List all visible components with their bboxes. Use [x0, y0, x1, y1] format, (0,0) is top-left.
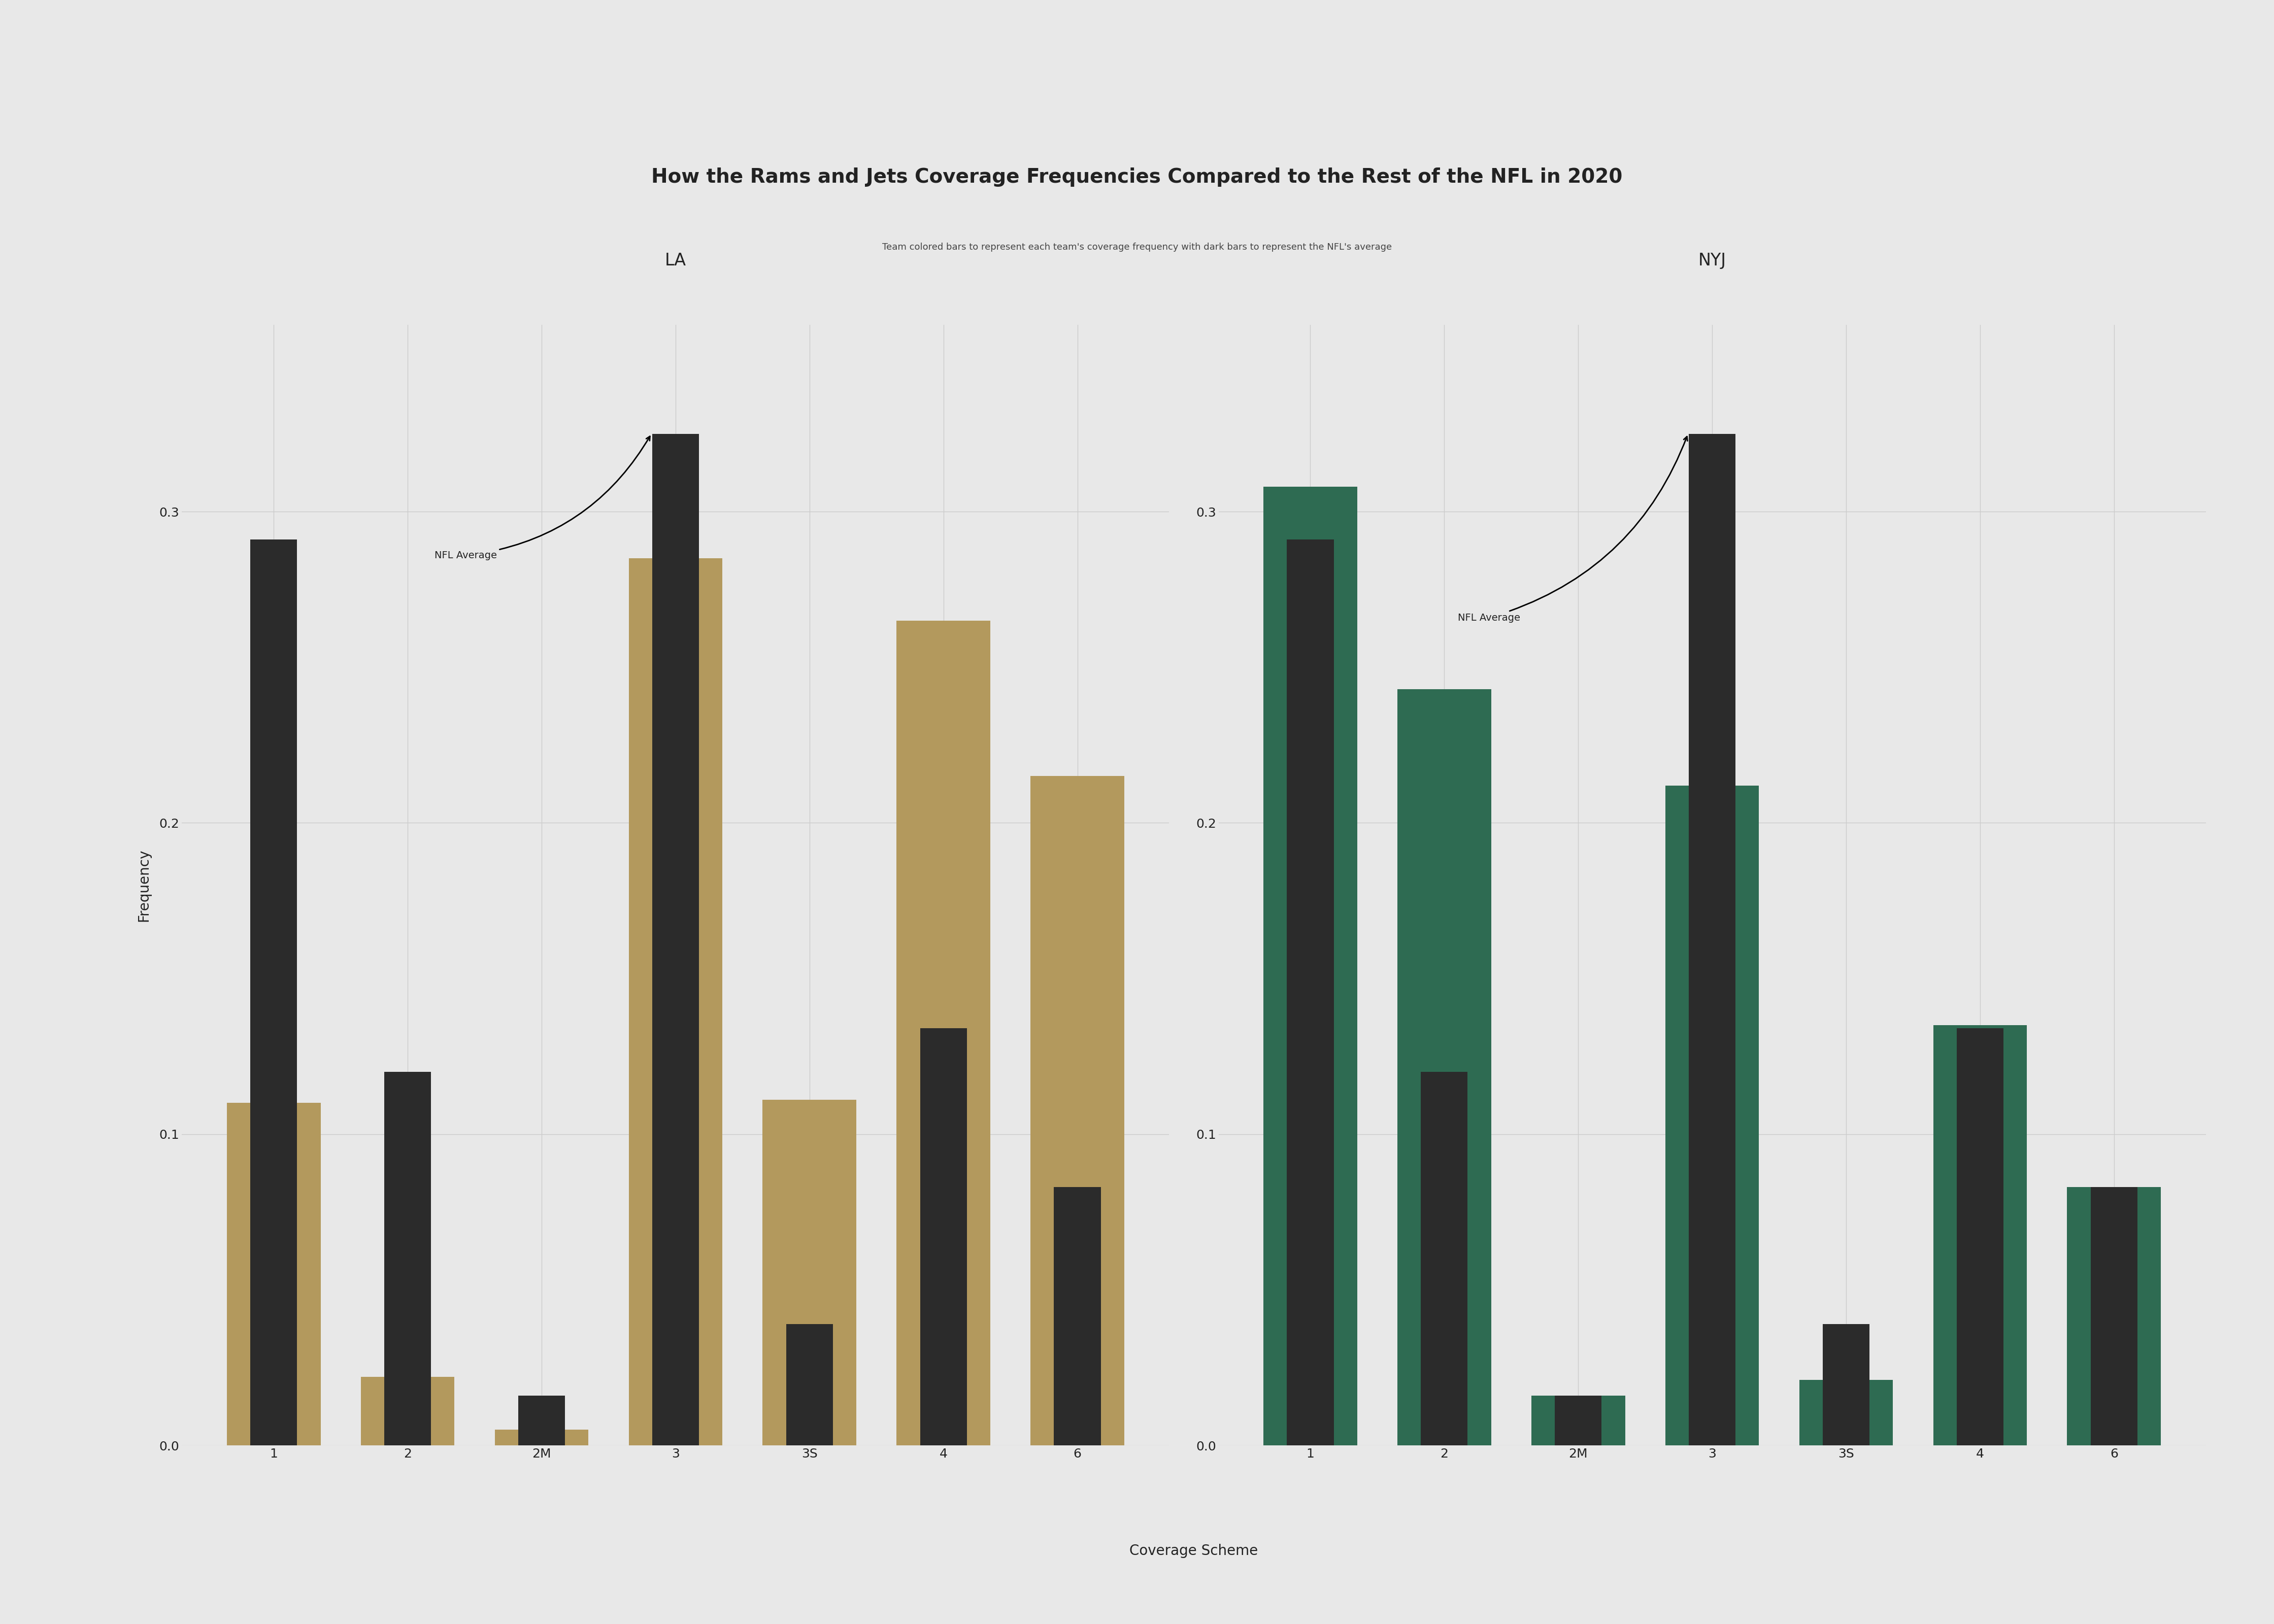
Text: How the Rams and Jets Coverage Frequencies Compared to the Rest of the NFL in 20: How the Rams and Jets Coverage Frequenci… — [650, 167, 1624, 187]
Bar — [2067, 1187, 2160, 1445]
Bar — [896, 620, 991, 1445]
Bar — [1030, 776, 1123, 1445]
Bar — [2090, 1187, 2138, 1445]
Bar — [1555, 1395, 1601, 1445]
Bar — [1264, 487, 1358, 1445]
Bar — [1799, 1380, 1892, 1445]
Bar — [227, 1103, 321, 1445]
Bar — [787, 1324, 832, 1445]
Bar — [496, 1429, 589, 1445]
Bar — [762, 1099, 857, 1445]
Text: Coverage Scheme: Coverage Scheme — [1130, 1544, 1258, 1557]
Text: LA: LA — [664, 252, 687, 268]
Bar — [1933, 1025, 2026, 1445]
Bar — [1956, 1028, 2003, 1445]
Bar — [384, 1072, 432, 1445]
Bar — [362, 1377, 455, 1445]
Bar — [1053, 1187, 1101, 1445]
Text: NFL Average: NFL Average — [1458, 437, 1687, 622]
Bar — [628, 559, 723, 1445]
Bar — [921, 1028, 966, 1445]
Bar — [518, 1395, 564, 1445]
Text: Team colored bars to represent each team's coverage frequency with dark bars to : Team colored bars to represent each team… — [882, 242, 1392, 252]
Bar — [653, 434, 698, 1445]
Bar — [1824, 1324, 1869, 1445]
Bar — [1665, 786, 1760, 1445]
Bar — [1421, 1072, 1467, 1445]
Bar — [1287, 539, 1335, 1445]
Bar — [1690, 434, 1735, 1445]
Bar — [250, 539, 298, 1445]
Text: NFL Average: NFL Average — [434, 437, 650, 560]
Bar — [1530, 1395, 1626, 1445]
Text: NYJ: NYJ — [1699, 252, 1726, 268]
Y-axis label: Frequency: Frequency — [136, 849, 150, 921]
Bar — [1396, 689, 1492, 1445]
